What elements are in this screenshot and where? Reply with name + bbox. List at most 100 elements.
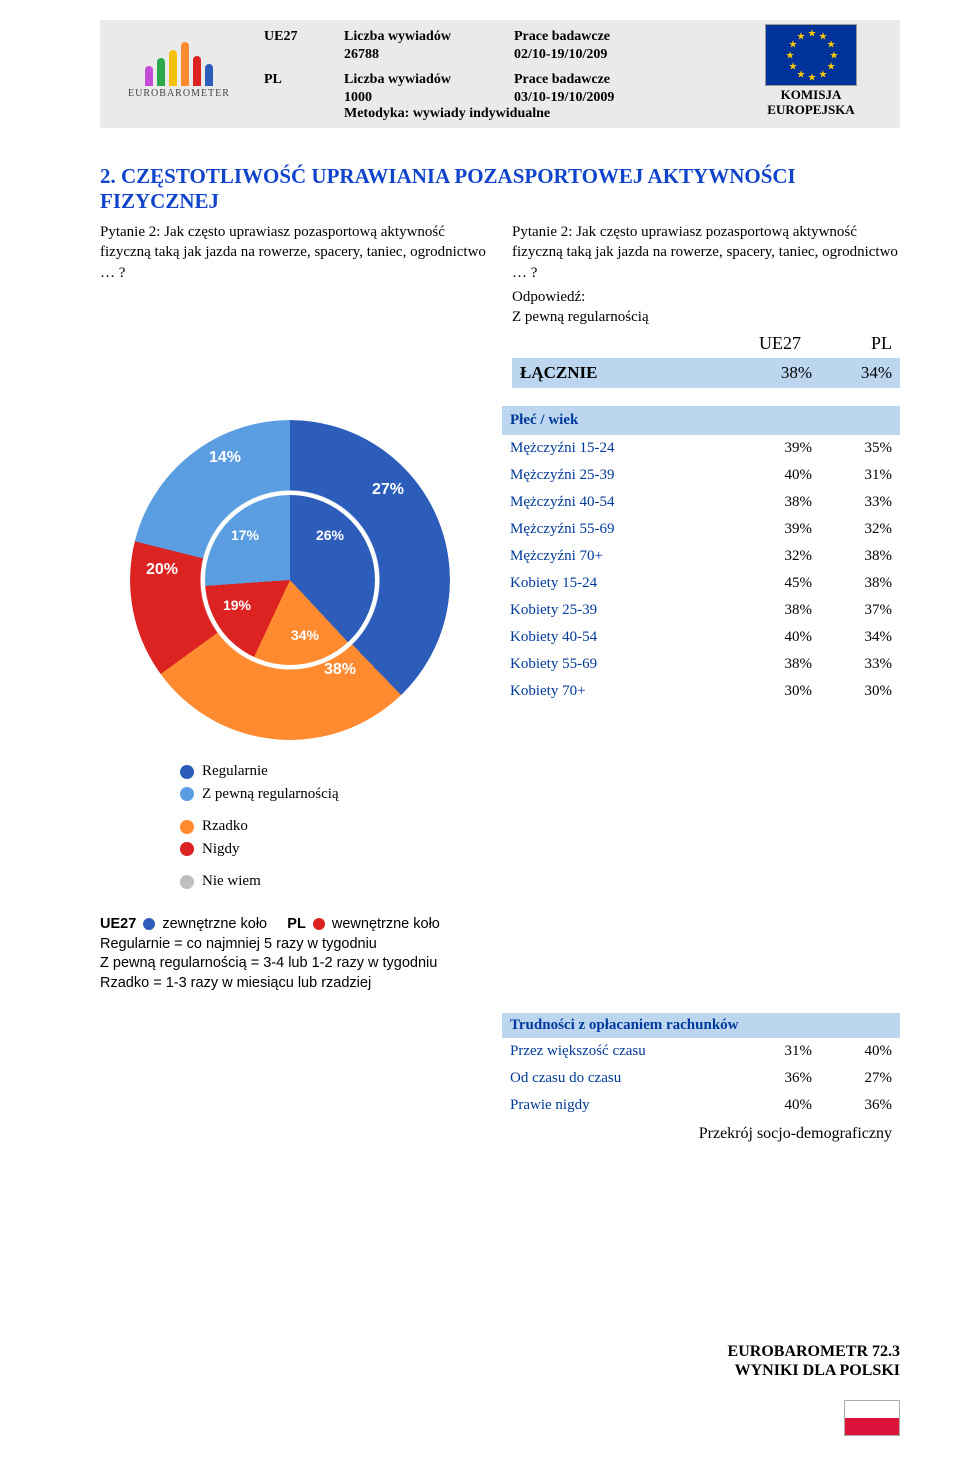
question-right-block: Pytanie 2: Jak często uprawiasz pozaspor…: [512, 222, 900, 388]
row-label: Kobiety 40-54: [510, 629, 732, 646]
row-pl: 34%: [812, 629, 892, 646]
pct-outer: 20%: [146, 561, 178, 579]
hdr-date2: 03/10-19/10/2009: [514, 89, 684, 107]
row-pl: 38%: [812, 548, 892, 565]
row-pl: 36%: [812, 1097, 892, 1114]
row-pl: 32%: [812, 521, 892, 538]
row-pl: 30%: [812, 683, 892, 700]
row-ue: 31%: [732, 1043, 812, 1060]
row-label: Mężczyźni 55-69: [510, 521, 732, 538]
table-row: Kobiety 55-6938%33%: [502, 651, 900, 678]
note-l2: Regularnie = co najmniej 5 razy w tygodn…: [100, 935, 900, 955]
table-row: Kobiety 70+30%30%: [502, 678, 900, 705]
legend-dot-icon: [180, 875, 194, 889]
table-row: Prawie nigdy40%36%: [502, 1092, 900, 1119]
row-ue: 36%: [732, 1070, 812, 1087]
table-row: Mężczyźni 15-2439%35%: [502, 435, 900, 462]
legend-label: Rzadko: [202, 815, 248, 838]
table-row: Przez większość czasu31%40%: [502, 1038, 900, 1065]
note-outer: zewnętrzne koło: [162, 916, 267, 932]
table-row: Kobiety 40-5440%34%: [502, 624, 900, 651]
mini-headers: UE27 PL: [512, 331, 892, 355]
row-ue: 39%: [732, 521, 812, 538]
row-label: Mężczyźni 25-39: [510, 467, 732, 484]
row-ue: 32%: [732, 548, 812, 565]
legend-label: Nie wiem: [202, 870, 261, 893]
footer-l1: EUROBAROMETR 72.3: [728, 1342, 900, 1361]
table-row: Mężczyźni 70+32%38%: [502, 543, 900, 570]
legend-label: Z pewną regularnością: [202, 783, 339, 806]
page-footer: EUROBAROMETR 72.3 WYNIKI DLA POLSKI: [728, 1342, 900, 1380]
legend-item: Nigdy: [180, 838, 480, 861]
legend-dot-icon: [180, 787, 194, 801]
dot-blue-icon: [143, 918, 155, 930]
eurobarometer-logo: EUROBAROMETER: [114, 24, 244, 114]
hdr-liczba1: Liczba wywiadów: [344, 28, 514, 46]
row-label: Kobiety 15-24: [510, 575, 732, 592]
row-label: Mężczyźni 15-24: [510, 440, 732, 457]
note-ue27: UE27: [100, 916, 136, 932]
row-ue: 30%: [732, 683, 812, 700]
table-row: Kobiety 25-3938%37%: [502, 597, 900, 624]
row-pl: 37%: [812, 602, 892, 619]
diff-table-header: Trudności z opłacaniem rachunków: [502, 1013, 900, 1038]
table-row: Kobiety 15-2445%38%: [502, 570, 900, 597]
table-row: Mężczyźni 25-3940%31%: [502, 462, 900, 489]
legend-label: Nigdy: [202, 838, 240, 861]
legend-item: Nie wiem: [180, 870, 480, 893]
row-label: Przez większość czasu: [510, 1043, 732, 1060]
note-l4: Rzadko = 1-3 razy w miesiącu lub rzadzie…: [100, 974, 900, 994]
row-pl: 38%: [812, 575, 892, 592]
logo-label: EUROBAROMETER: [128, 88, 230, 99]
row-ue: 45%: [732, 575, 812, 592]
row-label: Mężczyźni 40-54: [510, 494, 732, 511]
chart-notes: UE27 zewnętrzne koło PL wewnętrzne koło …: [100, 915, 900, 993]
question-left: Pytanie 2: Jak często uprawiasz pozaspor…: [100, 222, 488, 388]
pct-inner: 34%: [291, 627, 319, 643]
row-ue: 38%: [732, 494, 812, 511]
legend-dot-icon: [180, 820, 194, 834]
demo-table-header: Płeć / wiek: [502, 406, 900, 435]
footer-l2: WYNIKI DLA POLSKI: [728, 1361, 900, 1380]
hdr-1000: 1000: [344, 89, 514, 107]
komisja-line2: EUROPEJSKA: [736, 103, 886, 118]
total-row: ŁĄCZNIE 38% 34%: [512, 358, 900, 389]
row-pl: 27%: [812, 1070, 892, 1087]
legend-item: Z pewną regularnością: [180, 783, 480, 806]
row-pl: 40%: [812, 1043, 892, 1060]
pct-outer: 27%: [372, 481, 404, 499]
hdr-pl: PL: [264, 71, 344, 89]
note-l3: Z pewną regularnością = 3-4 lub 1-2 razy…: [100, 954, 900, 974]
total-label: ŁĄCZNIE: [520, 362, 732, 385]
note-pl: PL: [287, 916, 306, 932]
donut-chart: 38%27%20%14%34%26%19%17%: [130, 420, 450, 740]
answer-value: Z pewną regularnością: [512, 309, 649, 325]
komisja-line1: KOMISJA: [736, 88, 886, 103]
mini-pl: PL: [871, 331, 892, 355]
row-label: Kobiety 55-69: [510, 656, 732, 673]
section-title: 2. CZĘSTOTLIWOŚĆ UPRAWIANIA POZASPORTOWE…: [100, 164, 900, 214]
hdr-liczba2: Liczba wywiadów: [344, 71, 514, 89]
header-band: EUROBAROMETER UE27 Liczba wywiadów Prace…: [100, 20, 900, 128]
header-info: UE27 Liczba wywiadów Prace badawcze 2678…: [264, 24, 716, 122]
hdr-26788: 26788: [344, 46, 514, 64]
hdr-prace1: Prace badawcze: [514, 28, 684, 46]
row-ue: 40%: [732, 629, 812, 646]
row-pl: 35%: [812, 440, 892, 457]
total-ue: 38%: [732, 362, 812, 385]
row-ue: 38%: [732, 602, 812, 619]
hdr-ue27: UE27: [264, 28, 344, 46]
legend-item: Rzadko: [180, 815, 480, 838]
pct-inner: 19%: [223, 597, 251, 613]
legend-label: Regularnie: [202, 760, 268, 783]
question-row: Pytanie 2: Jak często uprawiasz pozaspor…: [100, 222, 900, 388]
row-ue: 40%: [732, 467, 812, 484]
hdr-method: Metodyka: wywiady indywidualne: [344, 106, 716, 122]
row-label: Mężczyźni 70+: [510, 548, 732, 565]
table-row: Mężczyźni 55-6939%32%: [502, 516, 900, 543]
dot-red-icon: [313, 918, 325, 930]
hdr-prace2: Prace badawcze: [514, 71, 684, 89]
eu-flag-icon: ★★★★★★★★★★★★: [765, 24, 857, 86]
pct-inner: 26%: [316, 527, 344, 543]
legend-item: Regularnie: [180, 760, 480, 783]
